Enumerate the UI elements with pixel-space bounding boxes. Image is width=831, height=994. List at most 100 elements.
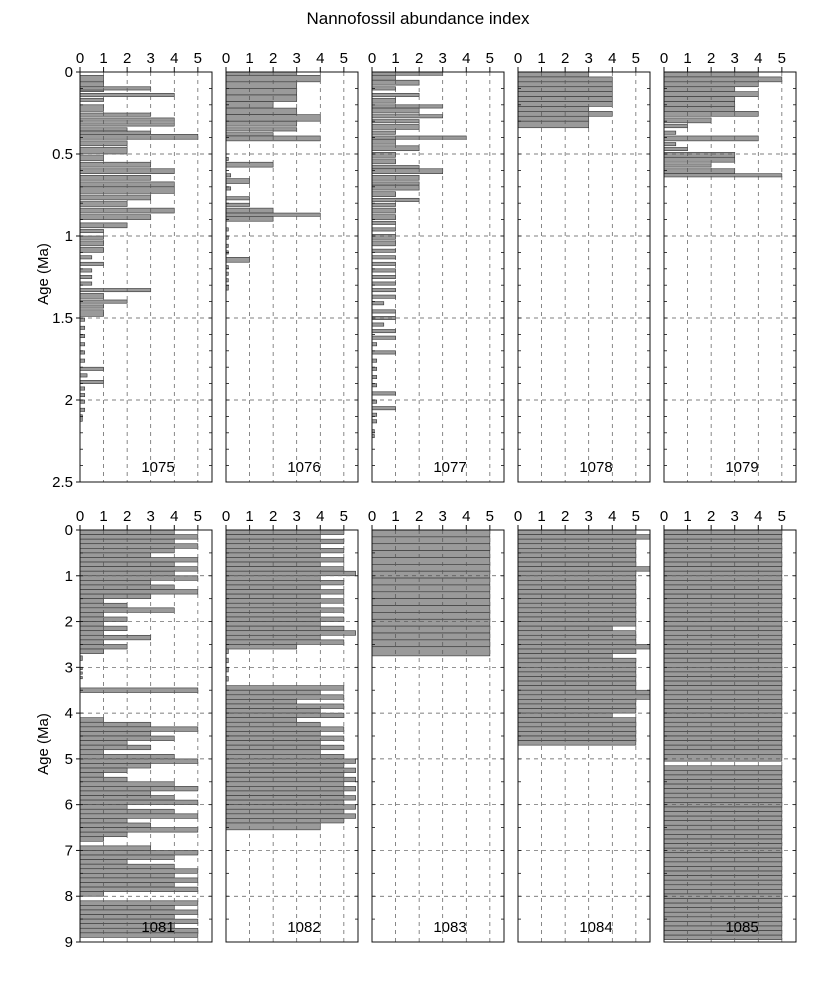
bar-1084 <box>517 676 637 682</box>
bar-1081 <box>79 918 199 924</box>
x-tick-label: 4 <box>754 50 762 67</box>
bar-1084 <box>517 561 637 567</box>
bar-1077 <box>371 97 396 104</box>
bar-1081 <box>79 557 199 563</box>
bar-1084 <box>517 580 637 586</box>
bar-1085 <box>663 765 783 771</box>
bar-1082 <box>225 685 345 691</box>
x-tick-label: 5 <box>632 50 640 67</box>
bar-1077 <box>371 350 396 355</box>
bar-1085 <box>663 829 783 835</box>
x-tick-label: 4 <box>316 50 324 67</box>
bar-1082 <box>225 703 345 709</box>
bar-1075 <box>79 104 104 112</box>
x-tick-label: 0 <box>76 50 84 67</box>
bar-1077 <box>371 168 444 174</box>
bar-1082 <box>225 744 345 751</box>
bar-1085 <box>663 676 783 682</box>
bar-1085 <box>663 552 783 558</box>
bar-1082 <box>225 557 345 563</box>
bar-1083 <box>371 584 491 593</box>
bar-1079 <box>663 147 688 152</box>
site-label: 1084 <box>579 919 612 936</box>
x-tick-label: 5 <box>340 508 348 525</box>
x-tick-label: 1 <box>537 508 545 525</box>
bar-1085 <box>663 934 783 941</box>
bar-1078 <box>517 106 590 112</box>
bar-1085 <box>663 843 783 849</box>
bar-1075 <box>79 194 152 201</box>
bar-1085 <box>663 566 783 572</box>
bar-1077 <box>371 114 444 119</box>
bar-1085 <box>663 602 783 609</box>
bar-1085 <box>663 852 783 858</box>
bar-1084 <box>517 699 637 705</box>
bar-1081 <box>79 891 104 897</box>
bar-1084 <box>517 538 637 545</box>
bar-1075 <box>79 350 86 355</box>
bar-1084 <box>517 534 651 540</box>
bar-1085 <box>663 834 783 840</box>
bar-1084 <box>517 680 637 686</box>
x-tick-label: 5 <box>778 50 786 67</box>
bar-1085 <box>663 639 783 645</box>
bar-1077 <box>371 419 378 424</box>
x-tick-label: 3 <box>439 508 447 525</box>
bar-1083 <box>371 550 491 558</box>
bar-1081 <box>79 781 175 787</box>
bar-1077 <box>371 268 396 273</box>
site-label: 1078 <box>579 459 612 476</box>
x-tick-label: 5 <box>194 50 202 67</box>
bar-1085 <box>663 685 783 691</box>
bar-1085 <box>663 875 783 881</box>
bar-1076 <box>225 94 298 102</box>
bar-1083 <box>371 632 491 641</box>
bar-1083 <box>371 591 491 599</box>
chart-panel-1085: 0 1 2 3 4 5 1085 <box>660 508 797 943</box>
x-tick-label: 4 <box>462 50 470 67</box>
bar-1076 <box>225 196 250 201</box>
y-tick-label: 1.5 <box>52 310 73 327</box>
bar-1077 <box>371 383 378 388</box>
bar-1085 <box>663 667 783 673</box>
bar-1082 <box>225 570 356 577</box>
bar-1081 <box>79 744 152 751</box>
x-tick-label: 5 <box>778 508 786 525</box>
bar-1084 <box>517 557 637 563</box>
bar-1084 <box>517 634 637 641</box>
bar-1083 <box>371 625 491 634</box>
x-tick-label: 4 <box>608 508 616 525</box>
bar-1085 <box>663 898 783 904</box>
bar-1084 <box>517 543 637 549</box>
bar-1075 <box>79 317 86 322</box>
bar-1082 <box>225 712 345 718</box>
x-tick-label: 4 <box>316 508 324 525</box>
bar-1079 <box>663 124 688 129</box>
bar-1084 <box>517 735 637 741</box>
bar-1085 <box>663 593 783 599</box>
bar-1082 <box>225 818 345 824</box>
bar-1077 <box>371 301 385 306</box>
bar-1083 <box>371 618 491 627</box>
bar-1077 <box>371 202 396 207</box>
bar-1084 <box>517 708 637 714</box>
x-tick-label: 1 <box>683 50 691 67</box>
bar-1082 <box>225 735 345 741</box>
bar-1075 <box>79 268 93 273</box>
bar-1077 <box>371 248 396 253</box>
y-tick-label: 6 <box>65 797 73 814</box>
bar-1085 <box>663 820 783 826</box>
bar-1078 <box>517 120 590 129</box>
bar-1082 <box>225 749 321 755</box>
bar-1075 <box>79 304 104 309</box>
bar-1085 <box>663 754 783 762</box>
bar-1081 <box>79 593 152 599</box>
y-tick-label: 8 <box>65 888 73 905</box>
bar-1075 <box>79 275 93 279</box>
x-tick-label: 1 <box>99 50 107 67</box>
bar-1075 <box>79 261 104 266</box>
bar-1075 <box>79 281 93 286</box>
bar-1078 <box>517 115 590 122</box>
bar-1082 <box>225 763 345 769</box>
